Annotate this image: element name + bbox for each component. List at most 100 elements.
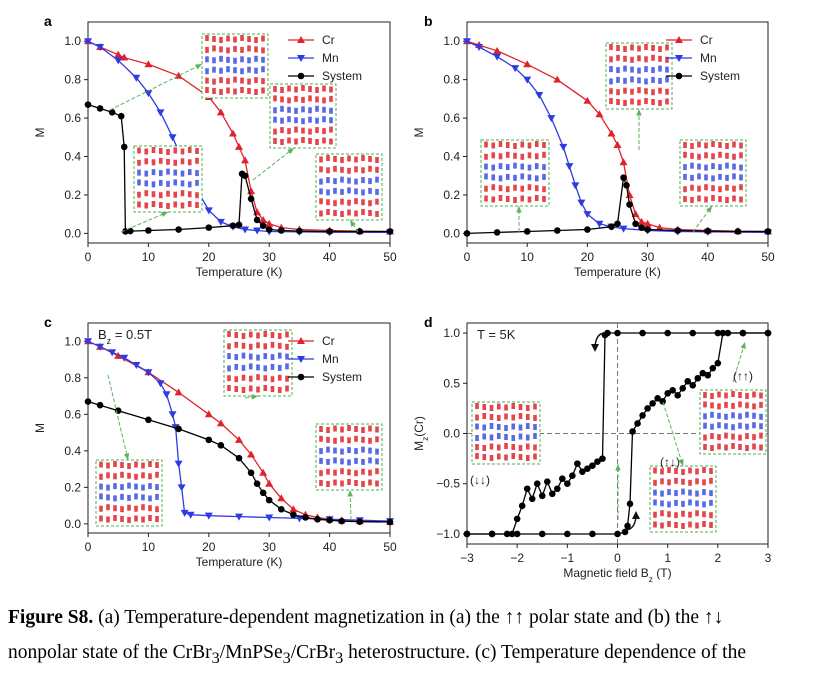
spin-mark [475,435,479,441]
spin-mark [308,138,312,144]
spin-mark [226,35,230,42]
spin-mark [681,478,685,485]
spin-mark [667,467,671,473]
legend-label: System [322,370,362,384]
y-tick-label: 0.2 [64,188,81,202]
inset-pointer [107,374,129,461]
data-point [584,465,591,472]
spin-mark [247,88,251,94]
spin-mark [484,185,488,192]
data-point [120,143,128,151]
data-point [513,515,521,523]
spin-mark [256,364,260,371]
data-point [583,211,592,219]
spin-mark [609,98,613,104]
data-point [607,129,616,137]
data-point [614,530,621,538]
spin-mark [254,77,258,84]
spin-mark [294,117,298,124]
spin-mark [134,473,138,480]
spin-mark [695,490,699,497]
spin-mark [212,78,216,85]
inset-border [223,329,293,397]
spin-mark [319,457,323,464]
spin-mark [134,493,138,500]
spin-mark [660,478,664,485]
spin-mark [718,151,722,158]
spin-mark [273,116,277,123]
spin-mark [739,152,743,159]
x-tick-label: 0 [614,551,621,565]
spin-mark [212,66,216,73]
spin-mark [496,453,501,460]
spin-mark [205,46,209,53]
spin-mark [248,343,253,350]
spin-mark [505,173,510,180]
data-point [132,74,141,82]
spin-mark [738,434,742,441]
spin-mark [347,167,351,174]
spin-mark [270,341,275,348]
spin-mark [520,153,525,160]
spin-mark [329,117,333,124]
spin-mark [329,138,333,145]
spin-mark [482,445,487,451]
spin-mark [368,200,372,207]
spin-mark [322,128,326,135]
spin-mark [683,142,687,148]
spin-mark [681,488,685,495]
y-axis-label: M [33,423,47,433]
spin-mark [226,87,230,94]
data-point [259,222,267,230]
data-point [704,227,712,235]
spin-mark [361,481,365,487]
spin-mark [609,78,613,85]
spin-mark [732,173,736,180]
spin-mark [151,191,156,198]
spin-mark [368,156,372,162]
spin-mark [520,195,525,202]
x-tick-label: −1 [560,551,574,565]
spin-mark [542,142,546,148]
spin-mark [158,157,163,164]
spin-mark [180,202,185,209]
data-point [204,512,213,520]
spin-mark [688,479,692,486]
data-point [535,92,544,100]
caption-text-2c: /CrBr [290,642,336,663]
data-point [277,494,286,502]
legend-label: Mn [700,51,717,65]
data-point [629,428,636,435]
data-point [574,460,581,467]
spin-mark [731,424,735,431]
data-point [235,435,243,443]
x-tick-label: 1 [664,551,671,565]
spin-mark [180,170,185,177]
spin-mark [326,155,330,161]
data-point [216,108,225,116]
spin-mark [347,199,351,206]
data-point [569,472,576,479]
spin-mark [127,494,131,501]
spin-mark [347,155,351,162]
spin-mark [616,99,620,105]
x-tick-label: 50 [383,540,397,554]
spin-mark [703,444,707,450]
spin-mark [697,185,701,192]
spin-mark [319,470,323,477]
x-tick-label: 10 [142,540,156,554]
data-point [704,371,712,379]
spin-mark [141,494,145,501]
chart-panel-c: c 0 10 20 30 40 50 0.0 0.2 0.4 0.6 0.8 1.0 Temperatur… [33,314,397,569]
spin-mark [609,44,613,50]
y-tick-label: 0.0 [443,427,460,441]
spin-mark [329,95,333,102]
spin-mark [534,185,539,192]
spin-mark [368,187,372,194]
data-point [571,182,580,190]
x-tick-label: 3 [765,551,772,565]
data-point [624,522,631,530]
data-point [168,411,177,419]
spin-mark [759,413,763,420]
data-point [120,53,129,61]
